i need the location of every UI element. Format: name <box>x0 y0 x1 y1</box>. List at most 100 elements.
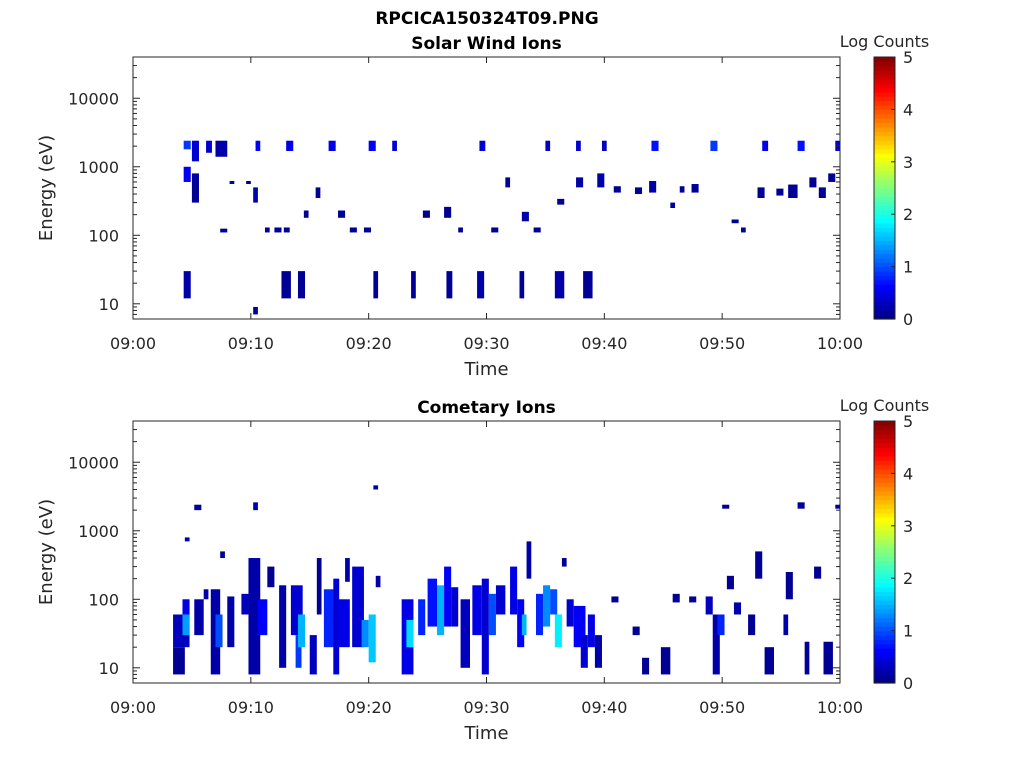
y-axis-label: Energy (eV) <box>36 499 57 605</box>
heatmap-cell <box>613 186 621 193</box>
colorbar-step <box>874 525 895 531</box>
colorbar-step <box>874 170 895 176</box>
colorbar-step <box>874 543 895 549</box>
heatmap-cell <box>672 593 680 603</box>
heatmap-cell <box>755 551 763 579</box>
heatmap-cell <box>392 140 397 151</box>
colorbar-step <box>874 617 895 623</box>
colorbar-step <box>874 451 895 457</box>
heatmap-cell <box>274 227 282 233</box>
heatmap-cell <box>352 566 364 648</box>
heatmap-cell <box>809 177 817 188</box>
heatmap-cell <box>597 173 605 188</box>
heatmap-cell <box>418 599 426 636</box>
colorbar-step <box>874 530 895 536</box>
colorbar-step <box>874 464 895 470</box>
colorbar-step <box>874 473 895 479</box>
heatmap-cell <box>203 589 209 600</box>
heatmap-cell <box>253 502 258 511</box>
colorbar-step <box>874 161 895 167</box>
heatmap-cell <box>642 657 650 675</box>
heatmap-cell <box>521 211 529 222</box>
colorbar-step <box>874 608 895 614</box>
heatmap-cell <box>451 587 459 627</box>
colorbar-step <box>874 179 895 185</box>
heatmap-cell <box>757 187 765 199</box>
colorbar-step <box>874 469 895 474</box>
heatmap-cell <box>303 210 309 218</box>
colorbar-tick-label: 2 <box>903 205 913 224</box>
heatmap-cell <box>545 140 551 151</box>
colorbar-step <box>874 249 895 255</box>
heatmap-cell <box>495 585 506 615</box>
x-tick-label: 09:20 <box>346 698 392 717</box>
heatmap-cell <box>594 635 602 668</box>
heatmap-cell <box>220 551 225 559</box>
heatmap-cell <box>345 558 350 582</box>
heatmap-cell <box>573 605 586 648</box>
heatmap-cell <box>220 228 228 233</box>
heatmap-cells <box>173 485 840 675</box>
colorbar-frame <box>873 420 896 684</box>
colorbar-step <box>874 227 895 233</box>
colorbar-step <box>874 565 895 571</box>
colorbar-tick-label: 2 <box>903 569 913 588</box>
heatmap-cell <box>554 614 562 648</box>
heatmap-cell <box>206 140 212 153</box>
heatmap-cell <box>316 558 322 615</box>
heatmap-cell <box>422 210 430 218</box>
colorbar-step <box>874 214 895 220</box>
colorbar-step <box>874 661 895 667</box>
colorbar-step <box>874 201 895 207</box>
colorbar-step <box>874 560 895 566</box>
colorbar-step <box>874 292 895 298</box>
heatmap-cell <box>184 537 190 542</box>
colorbar-step <box>874 144 895 150</box>
heatmap-cell <box>290 585 303 636</box>
colorbar-step <box>874 314 895 320</box>
heatmap-cell <box>804 641 810 675</box>
colorbar-step <box>874 534 895 540</box>
colorbar-step <box>874 595 895 601</box>
heatmap-cell <box>481 578 489 675</box>
colorbar-step <box>874 578 895 584</box>
heatmap-cell <box>458 227 463 233</box>
heatmap-cell <box>323 589 336 648</box>
colorbar-step <box>874 236 895 241</box>
heatmap-cell <box>535 593 544 636</box>
colorbar-step <box>874 482 895 488</box>
colorbar-step <box>874 621 895 627</box>
heatmap-cell <box>505 177 511 188</box>
x-tick-label: 09:00 <box>110 698 156 717</box>
colorbar-step <box>874 626 895 632</box>
colorbar-step <box>874 586 895 592</box>
heatmap-cell <box>281 271 291 299</box>
heatmap-cell <box>823 641 833 675</box>
heatmap-cell <box>517 599 525 648</box>
y-tick-label: 10 <box>99 659 119 678</box>
colorbar-step <box>874 96 895 102</box>
heatmap-cell <box>297 271 306 299</box>
colorbar-step <box>874 429 895 435</box>
colorbar-step <box>874 573 895 579</box>
colorbar-step <box>874 65 895 71</box>
heatmap-cell <box>248 558 261 675</box>
colorbar-step <box>874 288 895 294</box>
heatmap-cell <box>554 271 565 299</box>
colorbar-step <box>874 126 895 132</box>
colorbar-tick-label: 4 <box>903 100 913 119</box>
colorbar-step <box>874 83 895 89</box>
heatmap-cell <box>191 140 199 162</box>
heatmap-cell <box>601 140 607 151</box>
heatmap-cell <box>373 271 379 299</box>
colorbar-step <box>874 499 895 505</box>
colorbar-tick-label: 5 <box>903 48 913 67</box>
heatmap-cell <box>710 140 718 151</box>
colorbar-step <box>874 222 895 228</box>
colorbar-step <box>874 87 895 93</box>
heatmap-cell <box>705 596 713 615</box>
heatmap-cell <box>776 188 784 196</box>
heatmap-cell <box>368 140 376 151</box>
x-tick-label: 09:20 <box>346 334 392 353</box>
colorbar-step <box>874 552 895 557</box>
